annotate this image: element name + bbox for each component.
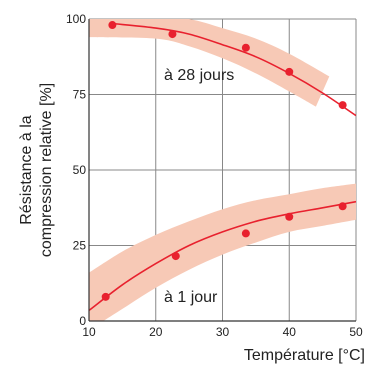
- point-series-0-3: [285, 67, 294, 76]
- band-series-0: [89, 19, 330, 107]
- point-series-1-4: [338, 202, 347, 211]
- point-series-0-4: [338, 101, 347, 110]
- point-series-1-1: [171, 252, 180, 261]
- y-tick-label-50: 50: [73, 163, 87, 177]
- y-tick-label-0: 0: [79, 314, 86, 328]
- y-tick-label-75: 75: [73, 88, 87, 102]
- y-tick-label-25: 25: [73, 239, 87, 253]
- tick-labels: 10 20 30 40 50 0 25 50 75 100: [66, 12, 363, 339]
- x-tick-label-40: 40: [283, 325, 297, 339]
- point-series-1-2: [241, 229, 250, 238]
- point-series-1-0: [101, 292, 110, 301]
- x-tick-label-20: 20: [149, 325, 163, 339]
- annotation-28-days: à 28 jours: [164, 67, 234, 84]
- fit-curves: [89, 22, 356, 312]
- x-tick-label-50: 50: [349, 325, 363, 339]
- x-tick-label-30: 30: [216, 325, 230, 339]
- annotation-1-day: à 1 jour: [164, 289, 218, 306]
- y-axis-title-line-2: compression relative [%]: [38, 83, 55, 257]
- x-tick-label-10: 10: [82, 325, 96, 339]
- fit-curve-series-1: [89, 200, 356, 312]
- x-axis-title: Température [°C]: [244, 347, 365, 364]
- y-tick-label-100: 100: [66, 12, 86, 26]
- point-series-0-0: [108, 21, 117, 30]
- y-axis-title-line-1: Résistance à la: [18, 115, 35, 224]
- y-axis-title: Résistance à la compression relative [%]: [18, 83, 55, 257]
- point-series-0-2: [241, 43, 250, 52]
- point-series-0-1: [168, 30, 177, 39]
- fit-curve-series-0: [112, 22, 356, 117]
- data-points: [101, 21, 347, 301]
- point-series-1-3: [285, 212, 294, 221]
- axes: [88, 19, 356, 322]
